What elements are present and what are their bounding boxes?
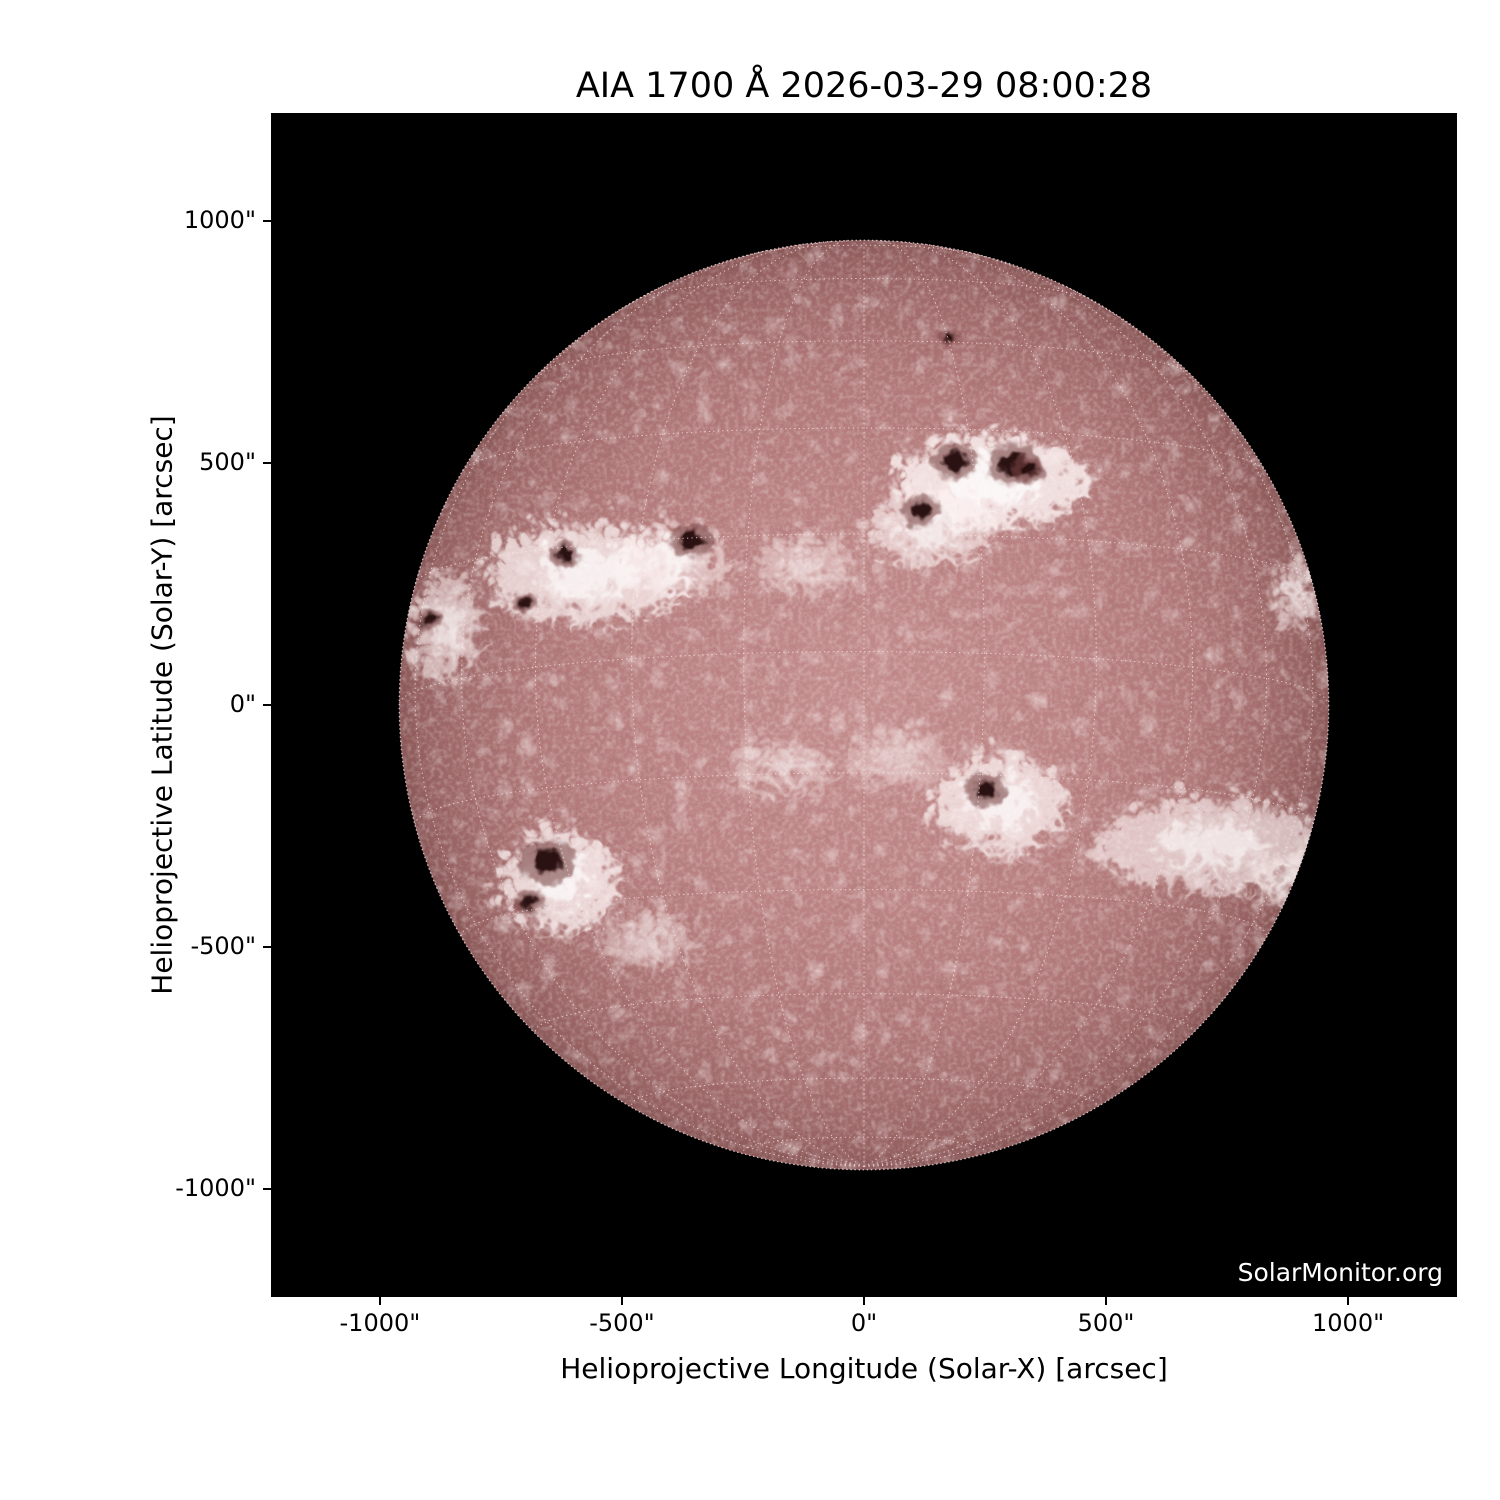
sunspot-umbra bbox=[557, 548, 574, 562]
y-tick-mark bbox=[263, 704, 271, 706]
x-tick-mark bbox=[863, 1297, 865, 1305]
sunspot-umbra bbox=[974, 780, 997, 799]
x-tick-label: 1000" bbox=[1312, 1309, 1385, 1337]
bright-network-texture bbox=[399, 240, 1329, 1170]
sunspot-umbra bbox=[943, 451, 968, 471]
y-tick-label: -500" bbox=[190, 932, 256, 961]
x-tick-label: -1000" bbox=[339, 1309, 421, 1337]
sunspot-umbra bbox=[943, 332, 956, 342]
watermark-text: SolarMonitor.org bbox=[1237, 1258, 1443, 1287]
sunspot-umbra bbox=[521, 895, 538, 909]
plot-title: AIA 1700 Å 2026-03-29 08:00:28 bbox=[575, 66, 1153, 106]
sunspot-umbra bbox=[910, 502, 931, 520]
y-tick-mark bbox=[263, 219, 271, 222]
x-tick-label: -500" bbox=[589, 1309, 655, 1337]
plage-core bbox=[1139, 807, 1257, 854]
sunspot-umbra bbox=[1019, 462, 1038, 477]
solar-disk-image bbox=[271, 113, 1457, 1297]
heliographic-grid bbox=[399, 240, 1329, 1168]
plage-core bbox=[764, 536, 819, 564]
y-tick-mark bbox=[263, 461, 271, 464]
x-tick-label: 500" bbox=[1077, 1309, 1135, 1337]
solar-limb-ring bbox=[398, 239, 1330, 1171]
y-tick-label: 500" bbox=[199, 447, 256, 476]
y-tick-label: 0" bbox=[229, 690, 256, 718]
sunspots bbox=[415, 328, 1046, 915]
plage-core bbox=[1272, 561, 1295, 599]
x-tick-mark bbox=[1105, 1297, 1108, 1305]
plage-core bbox=[740, 740, 794, 767]
plot-area: SolarMonitor.org bbox=[271, 113, 1457, 1297]
sunspot-umbra bbox=[518, 597, 532, 609]
x-tick-label: 0" bbox=[850, 1309, 878, 1337]
sunspot-umbra bbox=[532, 849, 563, 874]
x-tick-mark bbox=[620, 1297, 623, 1305]
plage-core bbox=[859, 729, 908, 759]
y-tick-mark bbox=[263, 946, 271, 949]
x-tick-mark bbox=[378, 1297, 381, 1305]
plage-core bbox=[612, 914, 661, 941]
y-tick-mark bbox=[263, 1188, 271, 1191]
sunspot-umbra bbox=[680, 531, 703, 550]
y-tick-label: -1000" bbox=[175, 1174, 256, 1203]
x-tick-mark bbox=[1347, 1297, 1350, 1305]
x-axis-label: Helioprojective Longitude (Solar-X) [arc… bbox=[560, 1352, 1168, 1385]
sunspot-umbra bbox=[421, 614, 436, 626]
y-tick-label: 1000" bbox=[183, 205, 256, 234]
